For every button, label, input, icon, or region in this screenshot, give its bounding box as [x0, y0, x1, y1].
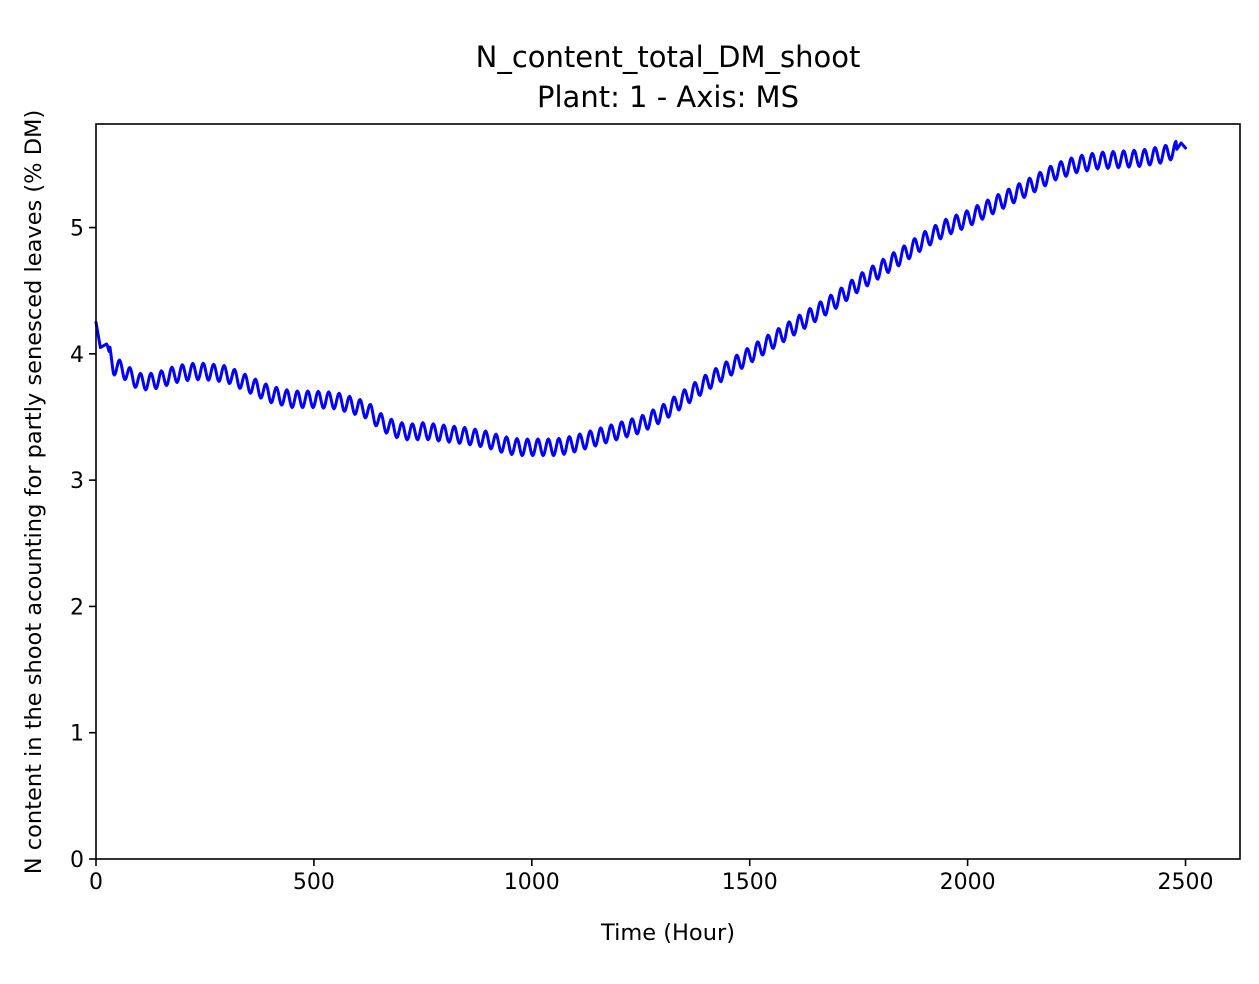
- y-tick-label: 5: [70, 217, 84, 242]
- x-tick-label: 500: [293, 870, 335, 895]
- x-tick-label: 0: [89, 870, 103, 895]
- y-tick-label: 0: [70, 848, 84, 873]
- series-line-0: [94, 139, 1188, 458]
- x-tick-label: 1000: [504, 870, 560, 895]
- plot-area: [94, 123, 1241, 860]
- chart-title: N_content_total_DM_shoot: [476, 40, 861, 74]
- x-axis-label: Time (Hour): [600, 920, 735, 946]
- y-axis-ticks: 0 1 2 3 4 5: [70, 217, 96, 873]
- chart-subtitle: Plant: 1 - Axis: MS: [537, 80, 799, 114]
- x-axis-ticks: 0 500 1000 1500 2000 2500: [89, 859, 1214, 895]
- y-tick-label: 4: [70, 343, 84, 368]
- x-tick-label: 2500: [1158, 870, 1214, 895]
- x-tick-label: 1500: [722, 870, 778, 895]
- y-tick-label: 3: [70, 469, 84, 494]
- y-tick-label: 1: [70, 722, 84, 747]
- plot-frame: [95, 123, 1241, 860]
- y-tick-label: 2: [70, 595, 84, 620]
- y-axis-label: N content in the shoot acounting for par…: [21, 110, 47, 874]
- x-tick-label: 2000: [940, 870, 996, 895]
